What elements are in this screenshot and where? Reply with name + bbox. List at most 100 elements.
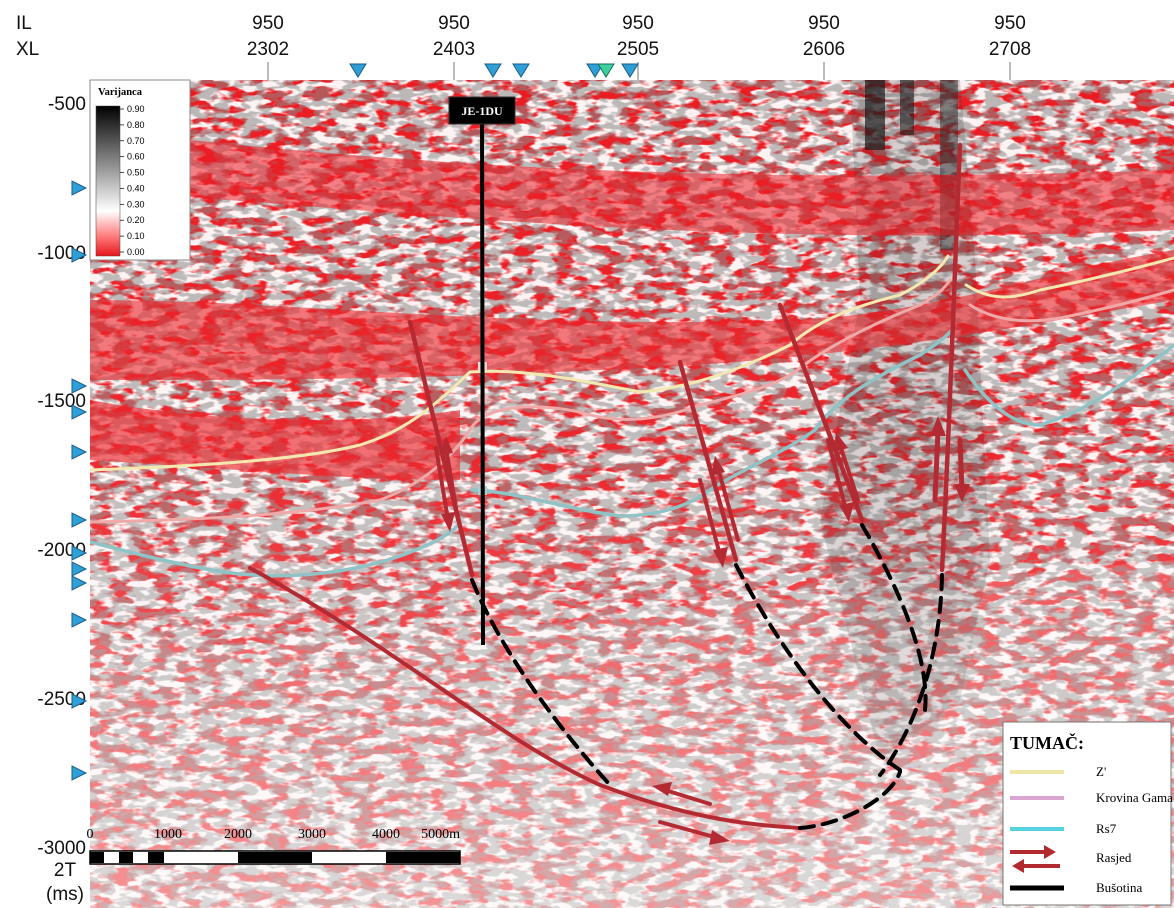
arrow-pair bbox=[434, 436, 460, 532]
colorbar-tick-label: 0.80 bbox=[127, 120, 145, 130]
well: JE-1DU bbox=[448, 96, 516, 646]
fault-dashed bbox=[878, 573, 944, 777]
colorbar-tick-label: 0.70 bbox=[127, 136, 145, 146]
xl-value: 2606 bbox=[803, 39, 845, 60]
scalebar-label: 3000 bbox=[298, 827, 326, 842]
horizons bbox=[90, 254, 1174, 578]
time-tick: -3000 bbox=[37, 838, 86, 859]
fault-dashed bbox=[860, 523, 928, 712]
scalebar-label: 0 bbox=[87, 827, 94, 842]
marker-triangle bbox=[71, 378, 88, 394]
arrow-pair bbox=[698, 456, 740, 568]
colorbar-tick-label: 0.00 bbox=[127, 247, 145, 257]
il-value: 950 bbox=[252, 13, 284, 34]
column-label-5: 950 2708 bbox=[989, 13, 1031, 80]
fault-line bbox=[677, 359, 739, 563]
marker-triangle bbox=[71, 765, 88, 781]
il-value: 950 bbox=[622, 13, 654, 34]
time-unit-line2: (ms) bbox=[46, 884, 84, 905]
horizon-gama bbox=[968, 288, 1174, 323]
arrow-pair bbox=[826, 432, 860, 522]
fault-line bbox=[939, 142, 963, 573]
arrow-pair bbox=[652, 782, 730, 845]
colorbar: Varijanca 0.900.800.700.600.500.400.300.… bbox=[89, 79, 191, 261]
legend-label: Bušotina bbox=[1096, 880, 1142, 895]
il-value: 950 bbox=[994, 13, 1026, 34]
colorbar-title: Varijanca bbox=[98, 87, 143, 98]
marker-triangle bbox=[586, 63, 604, 78]
time-tick: -500 bbox=[48, 94, 86, 115]
marker-triangle bbox=[71, 247, 88, 263]
scalebar-labels: 0 1000 2000 3000 4000 5000m bbox=[87, 827, 461, 842]
il-value: 950 bbox=[438, 13, 470, 34]
marker-triangle bbox=[621, 63, 639, 78]
scalebar-label: 4000 bbox=[372, 827, 400, 842]
xl-value: 2505 bbox=[617, 39, 659, 60]
column-label-4: 950 2606 bbox=[803, 13, 845, 80]
time-axis: -500 -1000 -1500 -2000 -2500 -3000 2T (m… bbox=[37, 94, 86, 905]
il-label: IL bbox=[16, 13, 32, 34]
xl-label: XL bbox=[16, 39, 39, 60]
colorbar-tick-label: 0.60 bbox=[127, 152, 145, 162]
faults bbox=[248, 142, 963, 830]
legend-label: Krovina Gama bbox=[1096, 790, 1173, 805]
legend-item-rs7: Rs7 bbox=[1010, 821, 1117, 836]
horizon-z bbox=[90, 254, 950, 472]
marker-triangle bbox=[71, 512, 88, 528]
marker-triangle bbox=[71, 180, 88, 196]
column-label-2: 950 2403 bbox=[433, 13, 475, 80]
legend-title: TUMAČ: bbox=[1010, 732, 1084, 753]
marker-triangle bbox=[71, 575, 88, 591]
colorbar-ticks: 0.90 0.80 0.70 0.60 0.50 0.40 0.30 0.20 0.10 0.00 bbox=[120, 104, 145, 257]
column-label-3: 950 2505 bbox=[617, 13, 659, 80]
legend-label: Rasjed bbox=[1096, 850, 1132, 865]
horizon-rs7 bbox=[470, 328, 954, 518]
scalebar-label: 2000 bbox=[224, 827, 252, 842]
legend-label: Z' bbox=[1096, 764, 1106, 779]
header: IL XL 950 2302 950 2403 950 2505 950 260… bbox=[16, 13, 1031, 80]
fault-dashed bbox=[734, 563, 902, 772]
colorbar-tick-label: 0.30 bbox=[127, 199, 145, 209]
colorbar-tick-label: 0.90 bbox=[127, 104, 145, 114]
legend-item-z: Z' bbox=[1010, 764, 1106, 779]
marker-triangle bbox=[71, 612, 88, 628]
marker-triangle bbox=[512, 63, 530, 78]
marker-triangle bbox=[71, 693, 88, 709]
legend-item-rasjed: Rasjed bbox=[1010, 845, 1132, 873]
colorbar-tick-label: 0.50 bbox=[127, 168, 145, 178]
il-value: 950 bbox=[808, 13, 840, 34]
top-markers bbox=[349, 63, 639, 78]
seismic-section bbox=[90, 80, 1174, 908]
legend-item-busotina: Bušotina bbox=[1010, 880, 1142, 895]
scalebar-label: 1000 bbox=[154, 827, 182, 842]
marker-triangle bbox=[597, 63, 615, 78]
marker-triangle bbox=[484, 63, 502, 78]
legend-item-gama: Krovina Gama bbox=[1010, 790, 1173, 805]
fault-dashed bbox=[798, 770, 902, 830]
colorbar-tick-label: 0.10 bbox=[127, 231, 145, 241]
horizon-gama bbox=[90, 278, 952, 524]
well-label-box bbox=[448, 96, 516, 125]
marker-triangle bbox=[71, 404, 88, 420]
xl-value: 2302 bbox=[247, 39, 289, 60]
well-trajectory bbox=[480, 109, 485, 646]
colorbar-tick-label: 0.20 bbox=[127, 215, 145, 225]
fault-line bbox=[407, 319, 475, 578]
column-label-1: 950 2302 bbox=[247, 13, 289, 80]
fault-line bbox=[248, 566, 802, 830]
legend: TUMAČ: Z' Krovina Gama Rs7 Rasjed Bušoti… bbox=[1002, 721, 1173, 906]
xl-value: 2708 bbox=[989, 39, 1031, 60]
colorbar-tick-label: 0.40 bbox=[127, 183, 145, 193]
left-markers bbox=[71, 180, 88, 781]
fault-arrows bbox=[434, 416, 970, 845]
fault-line bbox=[777, 302, 865, 523]
marker-triangle bbox=[349, 63, 367, 78]
scalebar-label: 5000m bbox=[421, 827, 460, 842]
arrow-pair bbox=[930, 416, 970, 503]
time-unit-line1: 2T bbox=[54, 860, 77, 881]
colorbar-gradient bbox=[95, 105, 121, 257]
marker-triangle bbox=[71, 444, 88, 460]
xl-value: 2403 bbox=[433, 39, 475, 60]
scalebar: 0 1000 2000 3000 4000 5000m bbox=[87, 827, 461, 865]
